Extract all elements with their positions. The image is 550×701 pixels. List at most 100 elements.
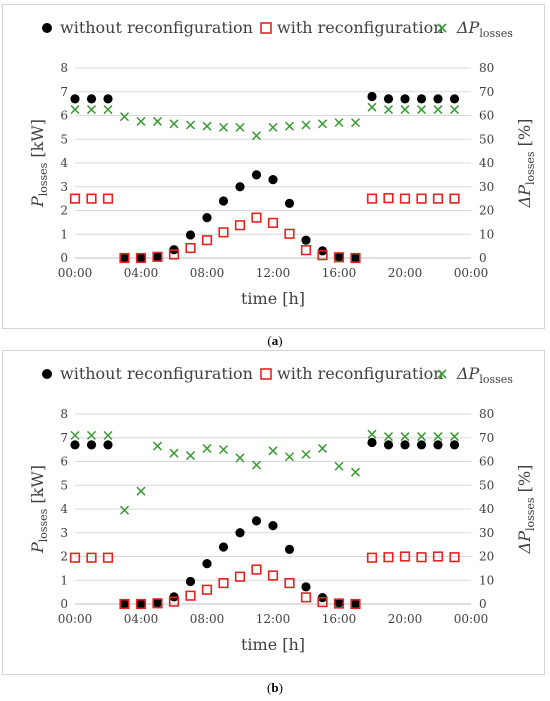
with-point (69, 193, 81, 204)
x-tick-label: 08:00 (190, 266, 225, 280)
legend-label-delta: ΔPlosses (456, 364, 513, 386)
without-point (383, 440, 394, 450)
y-axis-left-title-prefix: P (28, 542, 47, 554)
y-axis-left-title: Plosses [kW] (28, 465, 50, 554)
delta-point (119, 505, 130, 515)
with-point (317, 597, 328, 608)
y-tick-left-label: 6 (60, 455, 68, 469)
with-point (267, 217, 279, 228)
delta-point (136, 486, 146, 496)
legend-label-delta-prefix: ΔP (456, 364, 480, 383)
delta-point (218, 122, 229, 132)
y-axis-right-title-group: ΔPlosses [%] (515, 119, 537, 209)
without-point (185, 230, 196, 240)
y-tick-left-label: 8 (60, 61, 68, 75)
y-axis-left-title-suffix: [kW] (28, 465, 47, 509)
delta-point (169, 119, 179, 129)
x-tick-label: 00:00 (454, 266, 489, 280)
caption-b: (b) (267, 680, 283, 695)
caption-a: (a) (267, 333, 283, 348)
y-tick-right-label: 70 (479, 431, 494, 445)
chart-b-svg: without reconfiguration with reconfigurat… (28, 364, 537, 654)
delta-point (251, 460, 262, 470)
without-point (284, 544, 295, 554)
with-point (300, 592, 312, 603)
without-point (251, 170, 262, 180)
y-axis-right-title-prefix: ΔP (515, 185, 534, 209)
with-point (300, 245, 312, 256)
with-point (119, 252, 130, 264)
y-tick-left-label: 1 (60, 573, 68, 587)
y-axis-right-title: ΔPlosses [%] (515, 465, 537, 555)
delta-point (416, 105, 427, 115)
x-tick-label: 16:00 (322, 612, 357, 626)
without-point (218, 542, 229, 552)
y-tick-right-label: 40 (479, 502, 494, 516)
with-point (152, 251, 163, 262)
delta-point (136, 116, 146, 126)
delta-point (70, 105, 80, 115)
with-point (350, 252, 361, 264)
delta-point (202, 121, 212, 131)
without-point (350, 599, 361, 609)
with-point (135, 252, 147, 264)
without-point (235, 528, 245, 538)
without-point (70, 440, 80, 450)
without-point (103, 440, 113, 450)
y-tick-right-label: 20 (479, 204, 494, 218)
with-point (251, 212, 262, 223)
y-tick-right-label: 20 (479, 550, 494, 564)
y-tick-left-label: 3 (60, 526, 68, 540)
x-tick-label: 00:00 (58, 266, 93, 280)
chart-panel-a: without reconfiguration with reconfigurat… (2, 4, 545, 329)
without-point (268, 521, 278, 531)
with-point (86, 193, 97, 204)
without-point (235, 182, 245, 192)
delta-point (317, 119, 328, 129)
y-tick-right-label: 50 (479, 132, 494, 146)
without-point (103, 94, 113, 104)
delta-point (86, 105, 97, 115)
without-point (202, 559, 212, 569)
without-point (268, 175, 278, 185)
y-tick-left-label: 0 (60, 251, 68, 265)
without-point (433, 440, 443, 450)
y-axis-right-title-sub: losses (524, 151, 537, 185)
without-point (284, 198, 295, 208)
legend-label-without: without reconfiguration (60, 364, 253, 383)
delta-point (367, 429, 377, 439)
x-tick-label: 20:00 (388, 612, 423, 626)
delta-point (433, 105, 443, 115)
without-point (400, 440, 410, 450)
delta-point (400, 432, 410, 442)
with-point (119, 598, 130, 610)
y-axis-left-title: Plosses [kW] (28, 119, 50, 208)
chart-panel-b: without reconfiguration with reconfigurat… (2, 350, 545, 675)
delta-point (70, 430, 80, 440)
legend-marker-delta (437, 23, 447, 33)
with-point (69, 552, 81, 563)
with-point (168, 596, 180, 607)
delta-point (185, 451, 196, 461)
with-point (135, 598, 147, 610)
x-tick-label: 12:00 (256, 266, 291, 280)
without-point (433, 94, 443, 104)
y-tick-left-label: 6 (60, 109, 68, 123)
with-point (350, 598, 361, 610)
without-point (367, 91, 377, 102)
delta-point (383, 105, 394, 115)
without-point (383, 94, 394, 104)
with-point (284, 228, 295, 239)
without-point (301, 235, 311, 245)
y-tick-right-label: 60 (479, 109, 494, 123)
legend-marker-delta (437, 369, 447, 379)
x-tick-label: 20:00 (388, 266, 423, 280)
y-tick-left-label: 7 (60, 85, 68, 99)
with-point (333, 252, 345, 263)
delta-point (218, 445, 229, 455)
with-point (432, 551, 444, 562)
legend-label-delta-sub: losses (479, 373, 513, 386)
delta-point (367, 102, 377, 112)
with-point (86, 552, 97, 563)
y-tick-left-label: 0 (60, 597, 68, 611)
